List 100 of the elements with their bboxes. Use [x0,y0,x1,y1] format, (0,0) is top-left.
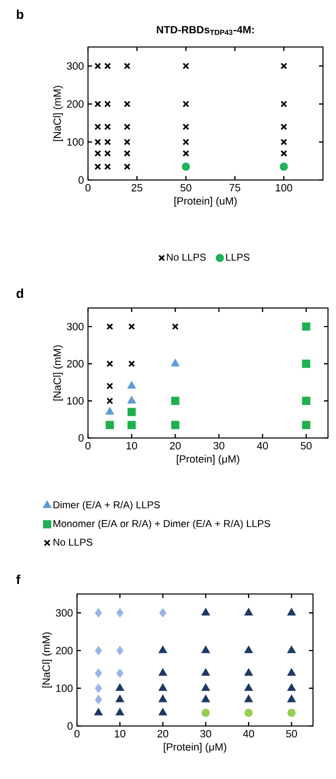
point [124,123,131,130]
point [202,684,210,691]
y-tick-label: 0 [78,434,84,442]
x-tick-label: 30 [213,442,224,450]
point [104,138,111,146]
point [106,360,114,368]
point [244,646,253,654]
y-tick-label: 200 [67,100,84,108]
text: f [16,574,20,584]
x-axis-title: [Protein] (μM) [164,742,226,753]
point [280,100,288,108]
y-tick-label: 0 [68,722,73,730]
point [116,646,124,656]
x-tick-label: 50 [286,730,297,738]
point [202,668,210,676]
point [127,396,136,404]
point [302,420,310,430]
point [159,608,166,618]
y-tick-label: 300 [66,62,84,70]
point [94,123,102,130]
point [124,138,131,146]
x-tick-label: 20 [158,730,168,738]
legend-label: LLPS [226,254,250,261]
point [287,694,296,702]
point [106,382,114,390]
point [280,123,288,130]
point [182,62,190,70]
x-axis-title: [Protein] (μM) [176,454,240,465]
point [116,708,124,716]
x-tick-label: 100 [276,184,292,192]
x-tick-label: 20 [170,442,181,450]
y-tick-label: 100 [67,138,84,146]
y-tick-label: 200 [67,360,84,368]
point [124,100,131,108]
point [182,150,190,157]
point [202,694,210,702]
point [182,123,190,130]
y-tick-label: 100 [56,684,73,692]
point [158,668,167,676]
point [158,694,167,702]
point [280,62,288,70]
point [124,62,131,70]
point [202,608,210,616]
point [106,407,114,415]
point [244,684,253,691]
point [104,150,111,157]
x-tick-label: 0 [85,184,91,192]
point [124,163,131,170]
point [182,162,190,171]
text: b [16,9,24,20]
point [287,668,296,676]
point [94,684,102,693]
legend-label: Monomer (E/A or R/A) + Dimer (E/A + R/A) LLPS [54,520,270,530]
point [202,708,210,717]
point [94,608,102,618]
legend-label: Dimer (E/A + R/A) LLPS [54,500,160,510]
point [94,138,102,146]
point [280,150,288,157]
y-axis-title: [NaCl] (mM) [53,345,63,401]
point [128,323,135,330]
x-tick-label: 30 [200,730,212,738]
y-axis-title: [NaCl] (mM) [53,86,63,142]
point [128,360,135,368]
point [94,62,102,70]
point [171,420,180,430]
point [171,396,180,405]
point [158,708,167,716]
point [287,684,296,691]
x-tick-label: 0 [85,442,91,450]
text: d [16,288,24,298]
y-axis-title: [NaCl] (mM) [42,632,52,688]
chart-title: NTD-RBDs$_{TDP43}$-4M: [156,26,254,35]
point [94,708,103,716]
point [128,408,136,416]
point [244,608,253,616]
point [124,150,131,157]
x-tick-label: 10 [126,442,138,450]
point [104,123,111,130]
point [302,322,310,331]
point [106,323,114,330]
point [116,608,124,618]
x-tick-label: 50 [300,442,312,450]
point [94,100,102,108]
point [116,668,124,678]
y-tick-label: 300 [56,609,73,617]
point [202,646,210,654]
point [94,668,102,678]
y-tick-label: 100 [67,397,84,405]
point [104,62,111,70]
point [280,162,288,171]
point [94,646,102,656]
x-tick-label: 40 [243,730,254,738]
point [302,360,310,368]
point [280,138,288,146]
point [158,646,167,654]
legend-label: No LLPS [167,254,206,261]
point [244,694,253,702]
point [182,138,190,146]
point [287,708,296,717]
point [302,396,310,405]
